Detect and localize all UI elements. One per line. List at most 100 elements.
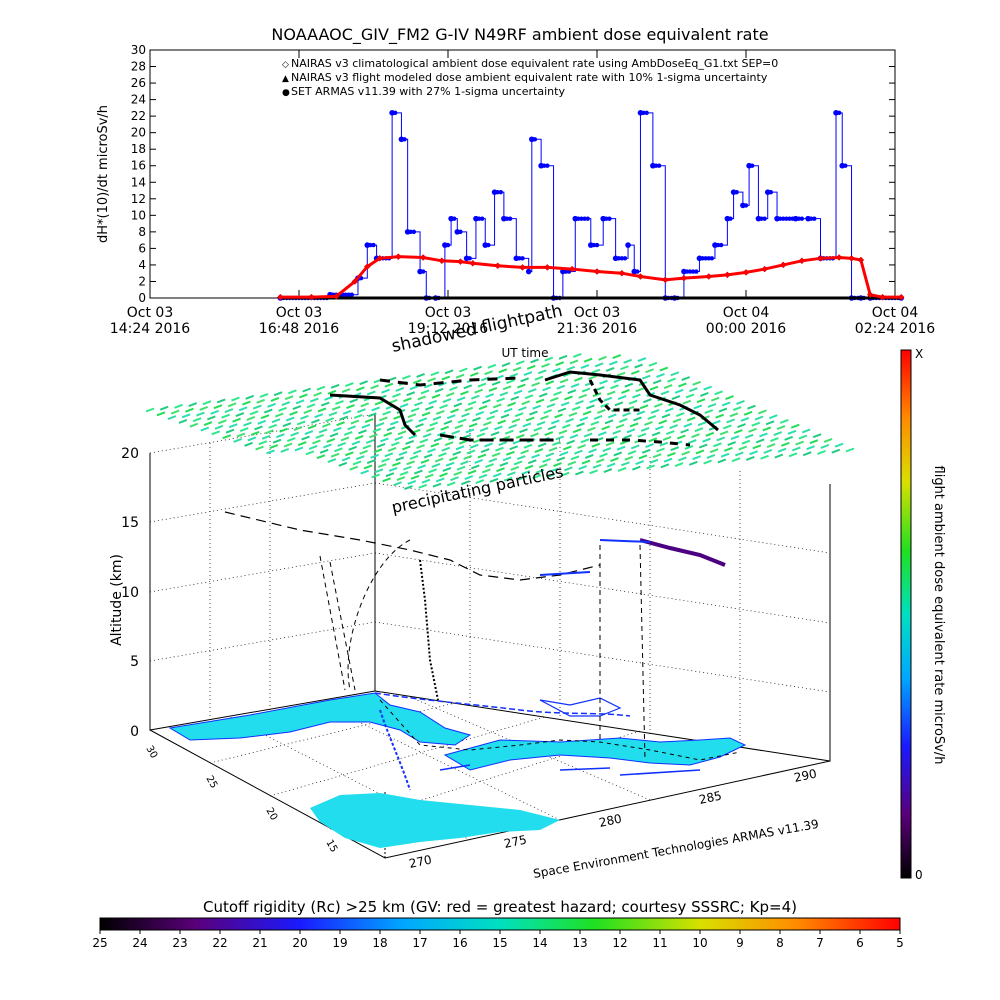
particle-mark bbox=[299, 393, 308, 399]
particle-mark bbox=[330, 452, 340, 458]
point-armas bbox=[389, 110, 395, 116]
particle-mark bbox=[524, 464, 534, 470]
particle-mark bbox=[344, 451, 354, 457]
lat-tick-30: 30 bbox=[143, 744, 159, 761]
particle-mark bbox=[260, 414, 270, 420]
particle-mark bbox=[659, 366, 669, 372]
particle-mark bbox=[520, 377, 530, 383]
particle-mark bbox=[519, 428, 528, 434]
particle-mark bbox=[820, 444, 830, 449]
particle-mark bbox=[798, 434, 808, 440]
point-climatological bbox=[661, 276, 669, 284]
point-armas-fill bbox=[498, 189, 503, 195]
particle-mark bbox=[503, 407, 513, 413]
particle-mark bbox=[553, 390, 562, 396]
particle-mark bbox=[678, 382, 687, 388]
y-tick-label: 12 bbox=[131, 192, 146, 206]
particle-mark bbox=[566, 365, 576, 371]
particle-mark bbox=[534, 448, 544, 454]
particle-mark bbox=[496, 467, 505, 473]
particle-mark bbox=[297, 441, 307, 446]
particle-mark bbox=[532, 474, 542, 480]
y-tick-label: 30 bbox=[131, 43, 146, 57]
particle-mark bbox=[265, 429, 274, 435]
particle-mark bbox=[427, 377, 436, 383]
point-armas bbox=[538, 162, 544, 169]
particle-mark bbox=[417, 395, 427, 401]
point-climatological bbox=[897, 293, 905, 301]
particle-mark bbox=[637, 432, 647, 438]
particle-mark bbox=[391, 441, 400, 447]
x-tick-label-date: Oct 04 bbox=[872, 305, 919, 321]
particle-mark bbox=[395, 387, 405, 392]
particle-mark bbox=[703, 459, 712, 465]
particle-mark bbox=[430, 442, 440, 448]
particle-mark bbox=[616, 371, 626, 377]
particle-mark bbox=[503, 476, 513, 482]
particle-mark bbox=[684, 444, 694, 450]
particle-mark bbox=[351, 440, 361, 446]
particle-mark bbox=[383, 431, 393, 437]
point-armas-fill bbox=[619, 256, 625, 261]
particle-mark bbox=[596, 408, 606, 414]
point-armas-fill bbox=[777, 216, 783, 221]
particle-mark bbox=[527, 459, 537, 465]
point-armas-fill bbox=[476, 216, 482, 221]
particle-mark bbox=[188, 402, 198, 407]
particle-mark bbox=[369, 433, 378, 439]
particle-mark bbox=[399, 403, 409, 409]
point-armas-fill bbox=[517, 256, 522, 261]
particle-mark bbox=[266, 449, 275, 455]
particle-mark bbox=[655, 425, 664, 431]
particle-mark bbox=[795, 440, 804, 446]
particle-mark bbox=[530, 358, 539, 364]
particle-mark bbox=[572, 428, 582, 434]
point-climatological bbox=[879, 293, 886, 301]
particle-mark bbox=[579, 416, 589, 422]
particle-mark bbox=[752, 444, 762, 450]
point-climatological bbox=[308, 293, 315, 301]
grid-z15-left bbox=[149, 482, 376, 523]
rigidity-colorbar: Cutoff rigidity (Rc) >25 km (GV: red = g… bbox=[92, 898, 903, 950]
particle-mark bbox=[535, 398, 545, 404]
particle-mark bbox=[332, 426, 342, 432]
particle-mark bbox=[556, 456, 566, 462]
rigidity-tick-label: 15 bbox=[492, 936, 507, 950]
particle-mark bbox=[515, 360, 525, 366]
particle-mark bbox=[669, 424, 678, 430]
particle-mark bbox=[442, 398, 452, 404]
point-climatological bbox=[419, 254, 427, 261]
rigidity-tick-label: 11 bbox=[652, 936, 667, 950]
particle-mark bbox=[423, 383, 433, 389]
particle-mark bbox=[428, 468, 437, 474]
particle-mark bbox=[467, 400, 477, 406]
particle-mark bbox=[498, 441, 508, 446]
particle-mark bbox=[549, 397, 559, 402]
particle-mark bbox=[454, 424, 464, 430]
particle-mark bbox=[345, 382, 354, 387]
particle-mark bbox=[270, 397, 280, 402]
landmass-yucatan bbox=[310, 793, 560, 848]
particle-mark bbox=[544, 356, 554, 362]
x-tick-label-date: Oct 03 bbox=[574, 305, 620, 321]
x-tick-label-date: Oct 03 bbox=[127, 305, 173, 321]
particle-mark bbox=[402, 374, 411, 380]
particle-mark bbox=[342, 409, 352, 415]
chart-title: NOAAAOC_GIV_FM2 G-IV N49RF ambient dose … bbox=[271, 25, 768, 45]
particle-mark bbox=[632, 393, 641, 399]
particle-mark bbox=[649, 458, 659, 464]
particle-mark bbox=[518, 406, 527, 412]
particle-mark bbox=[181, 413, 191, 419]
particle-mark bbox=[569, 434, 579, 439]
point-armas-fill bbox=[349, 292, 354, 297]
x-axis-label: UT time bbox=[501, 346, 548, 360]
particle-mark bbox=[388, 467, 398, 472]
particle-mark bbox=[598, 431, 607, 437]
point-armas bbox=[805, 215, 811, 222]
particle-mark bbox=[670, 446, 680, 452]
particle-mark bbox=[313, 391, 322, 397]
point-armas-fill bbox=[691, 269, 696, 274]
particle-mark bbox=[341, 456, 351, 462]
particle-mark bbox=[565, 417, 574, 423]
particle-mark bbox=[604, 419, 614, 425]
